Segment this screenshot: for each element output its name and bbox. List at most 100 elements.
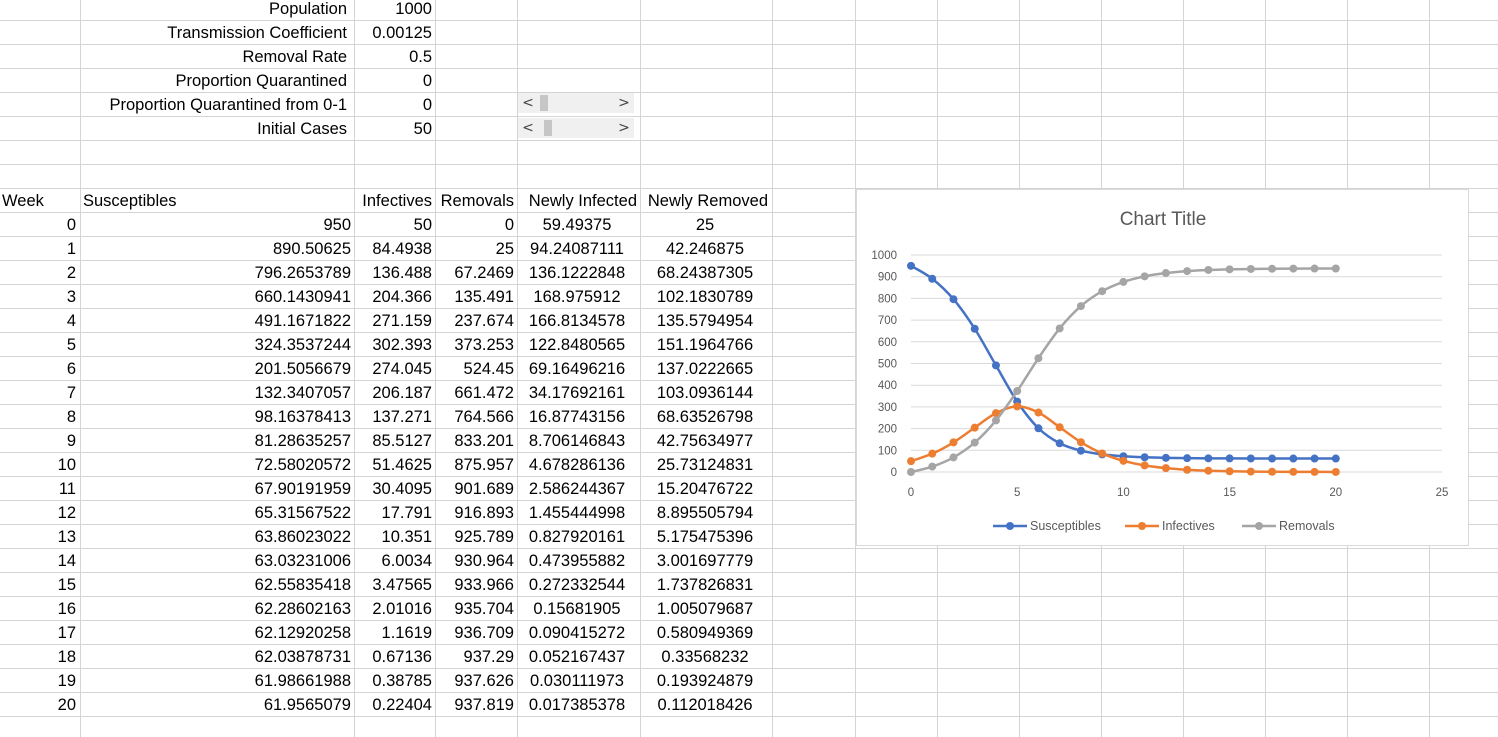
table-cell[interactable]: 20 xyxy=(57,696,76,714)
table-cell[interactable]: 0.33568232 xyxy=(661,648,749,666)
scroll-thumb[interactable] xyxy=(544,120,552,136)
table-cell[interactable]: 0.193924879 xyxy=(656,672,754,690)
table-cell[interactable]: 1 xyxy=(66,240,76,258)
table-cell[interactable]: 166.8134578 xyxy=(528,312,626,330)
column-header-infectives[interactable]: Infectives xyxy=(362,192,432,210)
table-cell[interactable]: 1.1619 xyxy=(381,624,432,642)
table-cell[interactable]: 62.12920258 xyxy=(254,624,351,642)
table-cell[interactable]: 10 xyxy=(57,456,76,474)
table-cell[interactable]: 65.31567522 xyxy=(254,504,351,522)
table-cell[interactable]: 122.8480565 xyxy=(528,336,626,354)
param-label[interactable]: Transmission Coefficient xyxy=(167,24,347,42)
table-cell[interactable]: 8 xyxy=(66,408,76,426)
table-cell[interactable]: 137.0222665 xyxy=(656,360,754,378)
param-label[interactable]: Initial Cases xyxy=(257,120,347,138)
table-cell[interactable]: 661.472 xyxy=(454,384,514,402)
table-cell[interactable]: 0.15681905 xyxy=(533,600,621,618)
table-cell[interactable]: 1.455444998 xyxy=(528,504,626,522)
table-cell[interactable]: 25 xyxy=(695,216,715,234)
table-cell[interactable]: 0.017385378 xyxy=(528,696,626,714)
table-cell[interactable]: 10.351 xyxy=(381,528,432,546)
table-cell[interactable]: 936.709 xyxy=(454,624,514,642)
table-cell[interactable]: 204.366 xyxy=(372,288,432,306)
param-label[interactable]: Removal Rate xyxy=(242,48,347,66)
table-cell[interactable]: 12 xyxy=(57,504,76,522)
table-cell[interactable]: 373.253 xyxy=(454,336,514,354)
table-cell[interactable]: 68.24387305 xyxy=(656,264,754,282)
table-cell[interactable]: 0.030111973 xyxy=(530,672,624,690)
table-cell[interactable]: 34.17692161 xyxy=(528,384,626,402)
table-cell[interactable]: 136.1222848 xyxy=(528,264,626,282)
table-cell[interactable]: 18 xyxy=(57,648,76,666)
table-cell[interactable]: 302.393 xyxy=(372,336,432,354)
table-cell[interactable]: 0 xyxy=(66,216,76,234)
scroll-left-arrow-icon[interactable]: < xyxy=(522,120,534,136)
table-cell[interactable]: 81.28635257 xyxy=(254,432,351,450)
table-cell[interactable]: 17 xyxy=(57,624,76,642)
table-cell[interactable]: 937.819 xyxy=(454,696,514,714)
table-cell[interactable]: 15 xyxy=(57,576,76,594)
table-cell[interactable]: 930.964 xyxy=(454,552,514,570)
table-cell[interactable]: 50 xyxy=(413,216,432,234)
table-cell[interactable]: 68.63526798 xyxy=(656,408,754,426)
table-cell[interactable]: 15.20476722 xyxy=(656,480,754,498)
table-cell[interactable]: 25 xyxy=(495,240,514,258)
table-cell[interactable]: 62.03878731 xyxy=(254,648,351,666)
table-cell[interactable]: 7 xyxy=(66,384,76,402)
table-cell[interactable]: 937.29 xyxy=(463,648,514,666)
table-cell[interactable]: 8.706146843 xyxy=(528,432,626,450)
table-cell[interactable]: 237.674 xyxy=(454,312,514,330)
table-cell[interactable]: 84.4938 xyxy=(372,240,432,258)
table-cell[interactable]: 63.86023022 xyxy=(254,528,351,546)
table-cell[interactable]: 136.488 xyxy=(372,264,432,282)
table-cell[interactable]: 3.001697779 xyxy=(656,552,754,570)
table-cell[interactable]: 6 xyxy=(66,360,76,378)
table-cell[interactable]: 94.24087111 xyxy=(530,240,624,258)
column-header-week[interactable]: Week xyxy=(2,192,44,210)
table-cell[interactable]: 0.090415272 xyxy=(528,624,626,642)
table-cell[interactable]: 0.67136 xyxy=(372,648,432,666)
table-cell[interactable]: 67.2469 xyxy=(454,264,514,282)
column-header-newly-removed[interactable]: Newly Removed xyxy=(647,192,768,210)
table-cell[interactable]: 1.005079687 xyxy=(656,600,754,618)
table-cell[interactable]: 6.0034 xyxy=(381,552,432,570)
table-cell[interactable]: 2.586244367 xyxy=(528,480,626,498)
table-cell[interactable]: 901.689 xyxy=(454,480,514,498)
initial-cases-scrollbar[interactable]: < > xyxy=(518,118,634,138)
param-value[interactable]: 0.5 xyxy=(409,48,432,66)
quarantine-scrollbar[interactable]: < > xyxy=(518,93,634,113)
table-cell[interactable]: 168.975912 xyxy=(533,288,621,306)
table-cell[interactable]: 0.22404 xyxy=(372,696,432,714)
table-cell[interactable]: 935.704 xyxy=(454,600,514,618)
table-cell[interactable]: 201.5056679 xyxy=(254,360,351,378)
table-cell[interactable]: 51.4625 xyxy=(372,456,432,474)
table-cell[interactable]: 69.16496216 xyxy=(528,360,626,378)
table-cell[interactable]: 937.626 xyxy=(454,672,514,690)
table-cell[interactable]: 796.2653789 xyxy=(254,264,351,282)
param-label[interactable]: Proportion Quarantined from 0-1 xyxy=(109,96,347,114)
table-cell[interactable]: 135.5794954 xyxy=(656,312,754,330)
chart[interactable]: Chart Title 0 100 200 300 400 500 600 700 800 900 1… xyxy=(856,189,1469,546)
scroll-right-arrow-icon[interactable]: > xyxy=(618,95,630,111)
table-cell[interactable]: 1.737826831 xyxy=(656,576,754,594)
param-value[interactable]: 0 xyxy=(422,72,432,90)
table-cell[interactable]: 2 xyxy=(66,264,76,282)
param-label[interactable]: Proportion Quarantined xyxy=(175,72,347,90)
scroll-thumb[interactable] xyxy=(540,95,548,111)
table-cell[interactable]: 25.73124831 xyxy=(656,456,754,474)
table-cell[interactable]: 98.16378413 xyxy=(254,408,351,426)
table-cell[interactable]: 30.4095 xyxy=(372,480,432,498)
table-cell[interactable]: 59.49375 xyxy=(542,216,612,234)
table-cell[interactable]: 9 xyxy=(66,432,76,450)
table-cell[interactable]: 11 xyxy=(58,480,76,498)
param-value[interactable]: 0.00125 xyxy=(372,24,432,42)
table-cell[interactable]: 67.90191959 xyxy=(254,480,351,498)
column-header-susceptibles[interactable]: Susceptibles xyxy=(83,192,177,210)
table-cell[interactable]: 17.791 xyxy=(381,504,432,522)
table-cell[interactable]: 4.678286136 xyxy=(528,456,626,474)
table-cell[interactable]: 524.45 xyxy=(463,360,514,378)
column-header-removals[interactable]: Removals xyxy=(440,192,514,210)
column-header-newly-infected[interactable]: Newly Infected xyxy=(528,192,637,210)
table-cell[interactable]: 875.957 xyxy=(454,456,514,474)
param-label[interactable]: Population xyxy=(269,0,347,18)
